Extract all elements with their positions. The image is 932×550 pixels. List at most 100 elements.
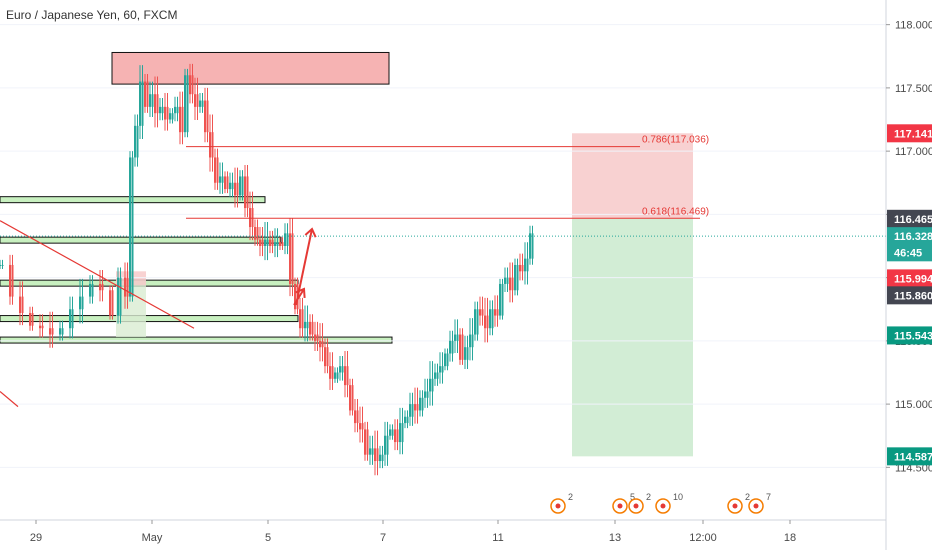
- candle-body: [424, 391, 426, 398]
- candle-body: [484, 315, 486, 329]
- candle-body: [274, 242, 276, 246]
- candle-body: [136, 125, 139, 158]
- candle-body: [234, 182, 236, 196]
- candle-body: [304, 321, 306, 329]
- candle-body: [109, 290, 111, 316]
- candle-body: [456, 334, 459, 341]
- price-tick-label: 115.000: [895, 399, 932, 411]
- candle-body: [439, 366, 441, 373]
- candle-body: [189, 75, 191, 95]
- candle-body: [514, 264, 516, 291]
- candle-body: [346, 366, 349, 386]
- candle-body: [394, 429, 396, 443]
- candle-body: [386, 435, 389, 455]
- candle-body: [344, 366, 346, 386]
- candle-body: [164, 106, 166, 120]
- price-badge: [887, 124, 932, 143]
- candle-body: [41, 325, 44, 329]
- event-marker: 2: [628, 492, 651, 514]
- candle-body: [464, 347, 466, 360]
- candle-body: [81, 296, 84, 310]
- candle-body: [451, 340, 454, 354]
- candle-body: [166, 106, 169, 120]
- candle-body: [326, 347, 329, 367]
- stop-zone: [572, 133, 693, 219]
- candle-body: [146, 81, 149, 107]
- symbol-title: Euro / Japanese Yen, 60, FXCM: [6, 8, 178, 22]
- arrow-head: [295, 287, 306, 299]
- candle-body: [511, 277, 514, 291]
- event-count: 5: [630, 492, 635, 502]
- time-axis[interactable]: 29 May 5 7 11 13 12:00 18: [0, 519, 886, 544]
- candle-body: [236, 182, 239, 196]
- candle-body: [434, 372, 436, 379]
- candle-body: [321, 340, 324, 348]
- candle-body: [161, 106, 164, 114]
- candle-body: [436, 372, 439, 379]
- event-dot: [732, 503, 738, 509]
- time-tick-label: 29: [30, 532, 42, 544]
- event-marker: 2: [550, 492, 573, 514]
- candle-body: [29, 313, 31, 326]
- candle-body: [519, 264, 521, 272]
- candle-body: [529, 233, 531, 259]
- arrow-shaft: [293, 288, 305, 306]
- candle-body: [11, 264, 14, 297]
- candle-body: [59, 328, 61, 335]
- candle-body: [524, 258, 526, 272]
- candle-body: [331, 366, 334, 379]
- candle-body: [211, 132, 214, 158]
- candle-body: [319, 340, 321, 348]
- candle-body: [89, 283, 91, 297]
- candle-body: [194, 94, 196, 107]
- time-tick-label: 5: [265, 532, 271, 544]
- candle-body: [276, 242, 279, 246]
- price-tick-label: 117.500: [895, 83, 932, 95]
- candle-body: [469, 334, 471, 348]
- candle-body: [504, 277, 506, 284]
- candle-body: [414, 404, 416, 411]
- candle-body: [381, 454, 384, 462]
- event-dot: [633, 503, 639, 509]
- price-tick-label: 118.000: [895, 20, 932, 32]
- candle-body: [186, 75, 189, 133]
- candle-body: [129, 157, 131, 297]
- candle-body: [441, 366, 444, 373]
- candle-body: [224, 176, 226, 190]
- candle-body: [341, 366, 344, 373]
- candle-body: [191, 75, 194, 95]
- candle-body: [31, 313, 34, 326]
- price-badge: [887, 326, 932, 345]
- fib-level-label: 0.618(116.469): [642, 206, 709, 217]
- candle-body: [509, 277, 511, 291]
- candle-body: [349, 385, 351, 411]
- price-badge-label: 115.860: [894, 290, 932, 302]
- candle-body: [426, 391, 429, 398]
- candle-body: [119, 277, 122, 316]
- event-dot: [660, 503, 666, 509]
- candle-body: [454, 334, 456, 341]
- candle-body: [169, 113, 171, 120]
- candle-body: [371, 448, 374, 455]
- candle-body: [516, 264, 519, 291]
- candles-layer: [0, 63, 534, 476]
- candle-body: [151, 94, 154, 107]
- candle-body: [144, 81, 146, 107]
- price-badge: [887, 227, 932, 246]
- candle-body: [254, 227, 256, 240]
- candle-body: [241, 176, 244, 196]
- candle-body: [91, 283, 94, 297]
- candle-body: [479, 309, 481, 316]
- candle-body: [521, 264, 524, 272]
- candle-body: [526, 258, 529, 272]
- candle-body: [421, 397, 424, 411]
- candle-body: [489, 309, 491, 329]
- trend-line: [0, 391, 19, 408]
- candle-body: [19, 296, 21, 314]
- candle-body: [406, 416, 409, 424]
- price-badge-label: 114.587: [894, 451, 932, 463]
- candle-body: [214, 157, 216, 183]
- price-axis[interactable]: 118.000117.500117.000116.500116.000115.5…: [885, 0, 932, 550]
